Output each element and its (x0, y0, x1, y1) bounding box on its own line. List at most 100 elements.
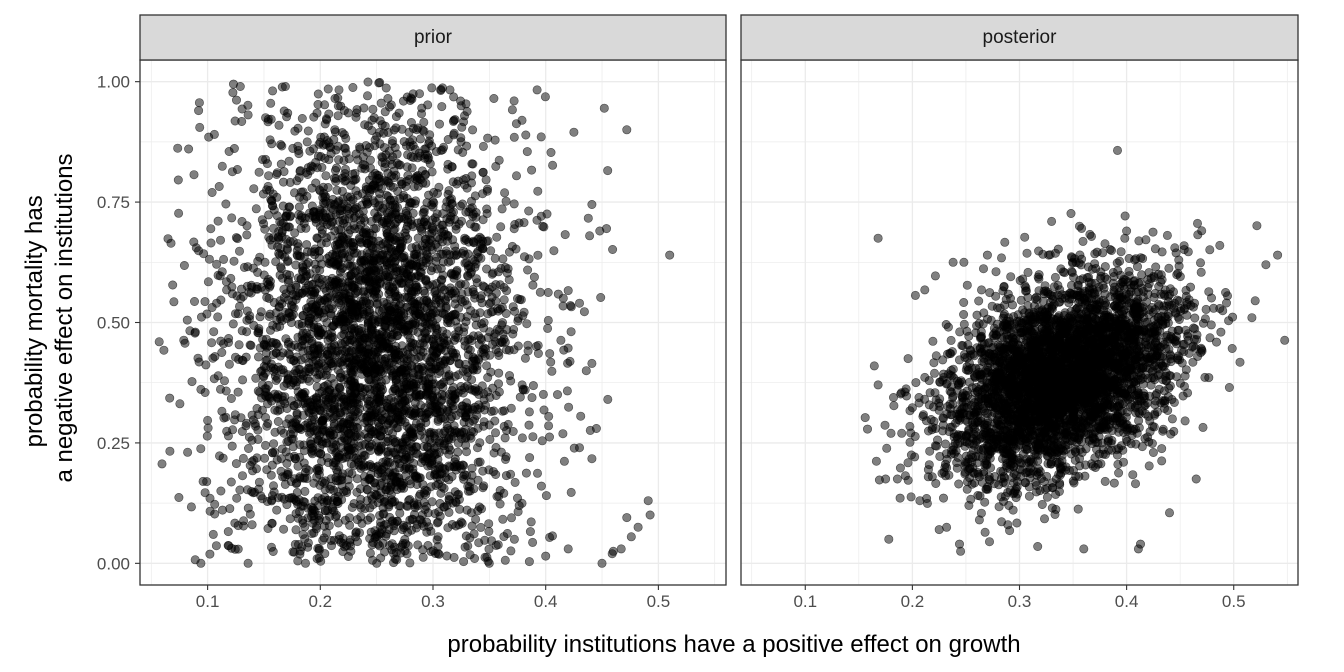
scatter-point (318, 182, 328, 192)
scatter-point (317, 477, 327, 487)
scatter-point (375, 278, 385, 288)
scatter-point (200, 297, 210, 307)
scatter-point (396, 273, 406, 283)
scatter-point (279, 524, 289, 534)
scatter-point (189, 170, 199, 180)
scatter-point (502, 286, 512, 296)
scatter-point (363, 396, 373, 406)
scatter-point (458, 246, 468, 256)
scatter-point (266, 470, 276, 480)
scatter-point (174, 208, 184, 218)
scatter-point (478, 167, 488, 177)
scatter-point (441, 301, 451, 311)
scatter-point (1180, 416, 1190, 426)
scatter-point (482, 361, 492, 371)
scatter-point (539, 405, 549, 415)
scatter-point (185, 326, 195, 336)
scatter-point (383, 192, 393, 202)
scatter-point (544, 432, 554, 442)
scatter-point (383, 418, 393, 428)
scatter-point (274, 120, 284, 130)
scatter-point (309, 344, 319, 354)
scatter-point (301, 168, 311, 178)
scatter-point (211, 541, 221, 551)
scatter-point (331, 244, 341, 254)
scatter-point (294, 149, 304, 159)
scatter-point (375, 116, 385, 126)
scatter-point (633, 522, 643, 532)
scatter-point (235, 301, 245, 311)
scatter-point (545, 349, 555, 359)
scatter-point (298, 410, 308, 420)
scatter-point (380, 245, 390, 255)
scatter-point (306, 247, 316, 257)
scatter-point (484, 420, 494, 430)
scatter-point (219, 339, 229, 349)
scatter-point (201, 360, 211, 370)
scatter-point (215, 451, 225, 461)
scatter-point (260, 412, 270, 422)
scatter-point (500, 433, 510, 443)
scatter-point (214, 182, 224, 192)
scatter-point (469, 238, 479, 248)
scatter-point (302, 137, 312, 147)
scatter-point (244, 443, 254, 453)
scatter-point (347, 335, 357, 345)
scatter-point (300, 353, 310, 363)
scatter-point (401, 141, 411, 151)
scatter-point (383, 446, 393, 456)
scatter-point (444, 491, 454, 501)
scatter-point (379, 509, 389, 519)
scatter-point (392, 516, 402, 526)
scatter-point (335, 267, 345, 277)
scatter-point (1109, 478, 1119, 488)
scatter-point (332, 276, 342, 286)
scatter-point (411, 418, 421, 428)
scatter-point (314, 330, 324, 340)
scatter-point (405, 558, 415, 568)
scatter-point (487, 269, 497, 279)
scatter-point (411, 287, 421, 297)
scatter-point (297, 389, 307, 399)
scatter-point (500, 188, 510, 198)
scatter-point (441, 372, 451, 382)
scatter-point (321, 516, 331, 526)
scatter-point (243, 100, 253, 110)
scatter-point (230, 116, 240, 126)
scatter-point (426, 482, 436, 492)
scatter-point (210, 499, 220, 509)
scatter-point (335, 312, 345, 322)
scatter-point (418, 454, 428, 464)
scatter-point (351, 346, 361, 356)
scatter-point (607, 549, 617, 559)
scatter-point (253, 425, 263, 435)
scatter-point (307, 300, 317, 310)
scatter-point (387, 539, 397, 549)
scatter-point (204, 132, 214, 142)
scatter-point (165, 393, 175, 403)
scatter-point (587, 358, 597, 368)
scatter-point (383, 403, 393, 413)
scatter-point (442, 314, 452, 324)
scatter-point (419, 117, 429, 127)
scatter-point (300, 420, 310, 430)
scatter-point (486, 298, 496, 308)
scatter-point (382, 225, 392, 235)
scatter-point (334, 85, 344, 95)
scatter-point (365, 423, 375, 433)
scatter-point (424, 255, 434, 265)
scatter-point (377, 337, 387, 347)
scatter-point (313, 543, 323, 553)
scatter-point (223, 540, 233, 550)
scatter-point (274, 248, 284, 258)
scatter-point (315, 369, 325, 379)
scatter-point (408, 222, 418, 232)
scatter-point (196, 444, 206, 454)
scatter-point (196, 558, 206, 568)
scatter-point (321, 238, 331, 248)
scatter-point (532, 215, 542, 225)
scatter-point (313, 306, 323, 316)
scatter-point (585, 231, 595, 241)
scatter-point (263, 117, 273, 127)
scatter-point (400, 396, 410, 406)
